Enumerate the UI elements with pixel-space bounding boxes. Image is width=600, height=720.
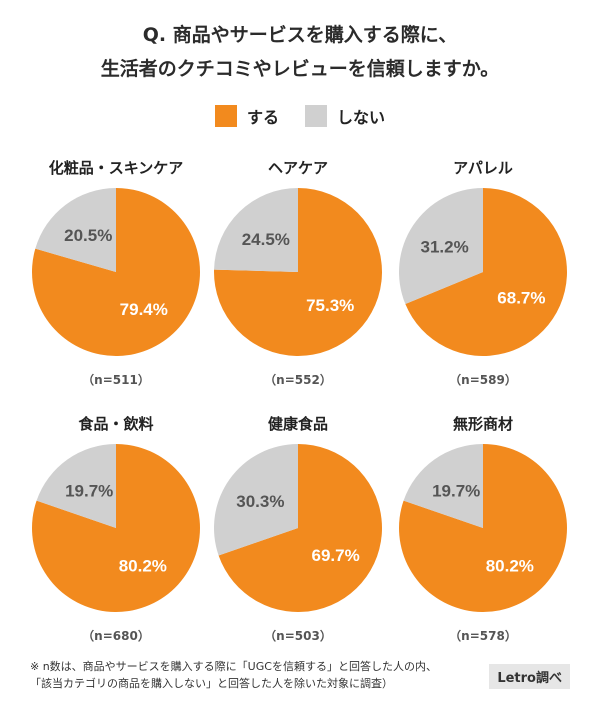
pie-label-no: 19.7% [432,481,480,500]
sample-size-5: （n=503） [264,629,332,643]
legend-item-no: しない [305,104,385,128]
title-line-1: Q. 商品やサービスを購入する際に、 [142,24,458,46]
panel-title-1: 化粧品・スキンケア [48,159,184,177]
footnote-line-2: 「該当カテゴリの商品を購入しない」と回答した人を除いた対象に調査） [30,677,393,690]
footnote-line-1: ※ n数は、商品やサービスを購入する際に「UGCを信頼する」と回答した人の内、 [30,660,437,673]
pie-chart-6: 80.2% 19.7% [399,444,567,612]
pie-label-no: 30.3% [236,492,284,511]
pie-label-no: 20.5% [64,226,112,245]
pie-label-yes: 69.7% [312,546,360,565]
pie-label-yes: 80.2% [486,557,534,576]
chart-title: Q. 商品やサービスを購入する際に、 生活者のクチコミやレビューを信頼しますか。 [0,18,600,86]
pie-chart-1: 79.4% 20.5% [31,188,201,356]
pie-slice-yes [218,444,382,612]
title-line-2: 生活者のクチコミやレビューを信頼しますか。 [100,58,500,80]
panel-title-6: 無形商材 [452,415,513,433]
legend-swatch-no [305,105,327,127]
sample-size-2: （n=552） [264,373,332,387]
panel-title-3: アパレル [453,159,513,177]
pie-chart-4: 80.2% 19.7% [31,444,200,612]
pie-slice-no [214,444,298,556]
legend-item-yes: する [214,104,279,128]
panel-title-4: 食品・飲料 [78,415,154,433]
legend-label-no: しない [337,108,386,127]
legend-label-yes: する [246,108,279,127]
pie-label-yes: 80.2% [119,557,167,576]
source-credit: Letro調べ [489,664,570,689]
pie-slice-yes [405,188,567,356]
pie-label-no: 24.5% [242,230,290,249]
pie-slice-no [35,188,116,272]
pie-chart-5: 69.7% 30.3% [214,444,382,612]
sample-size-3: （n=589） [449,373,517,387]
pie-label-yes: 79.4% [120,300,168,319]
panel-title-2: ヘアケア [267,159,328,177]
sample-size-1: （n=511） [82,373,150,387]
pie-label-yes: 75.3% [306,296,354,315]
pie-chart-2: 75.3% 24.5% [214,188,382,356]
pie-slice-yes [31,444,200,612]
sample-size-4: （n=680） [82,629,150,643]
pie-label-yes: 68.7% [497,289,545,308]
sample-size-6: （n=578） [449,629,517,643]
panel-title-5: 健康食品 [267,415,328,433]
legend: する しない [0,104,600,128]
pie-label-no: 19.7% [65,481,113,500]
pie-slice-no [403,444,483,528]
pie-slice-no [36,444,116,528]
pie-chart-3: 68.7% 31.2% [399,188,567,356]
pie-label-no: 31.2% [420,237,468,256]
legend-swatch-yes [214,105,237,127]
pie-slice-no [214,188,298,272]
footnote: ※ n数は、商品やサービスを購入する際に「UGCを信頼する」と回答した人の内、 … [30,658,480,692]
pie-slice-no [399,188,483,305]
